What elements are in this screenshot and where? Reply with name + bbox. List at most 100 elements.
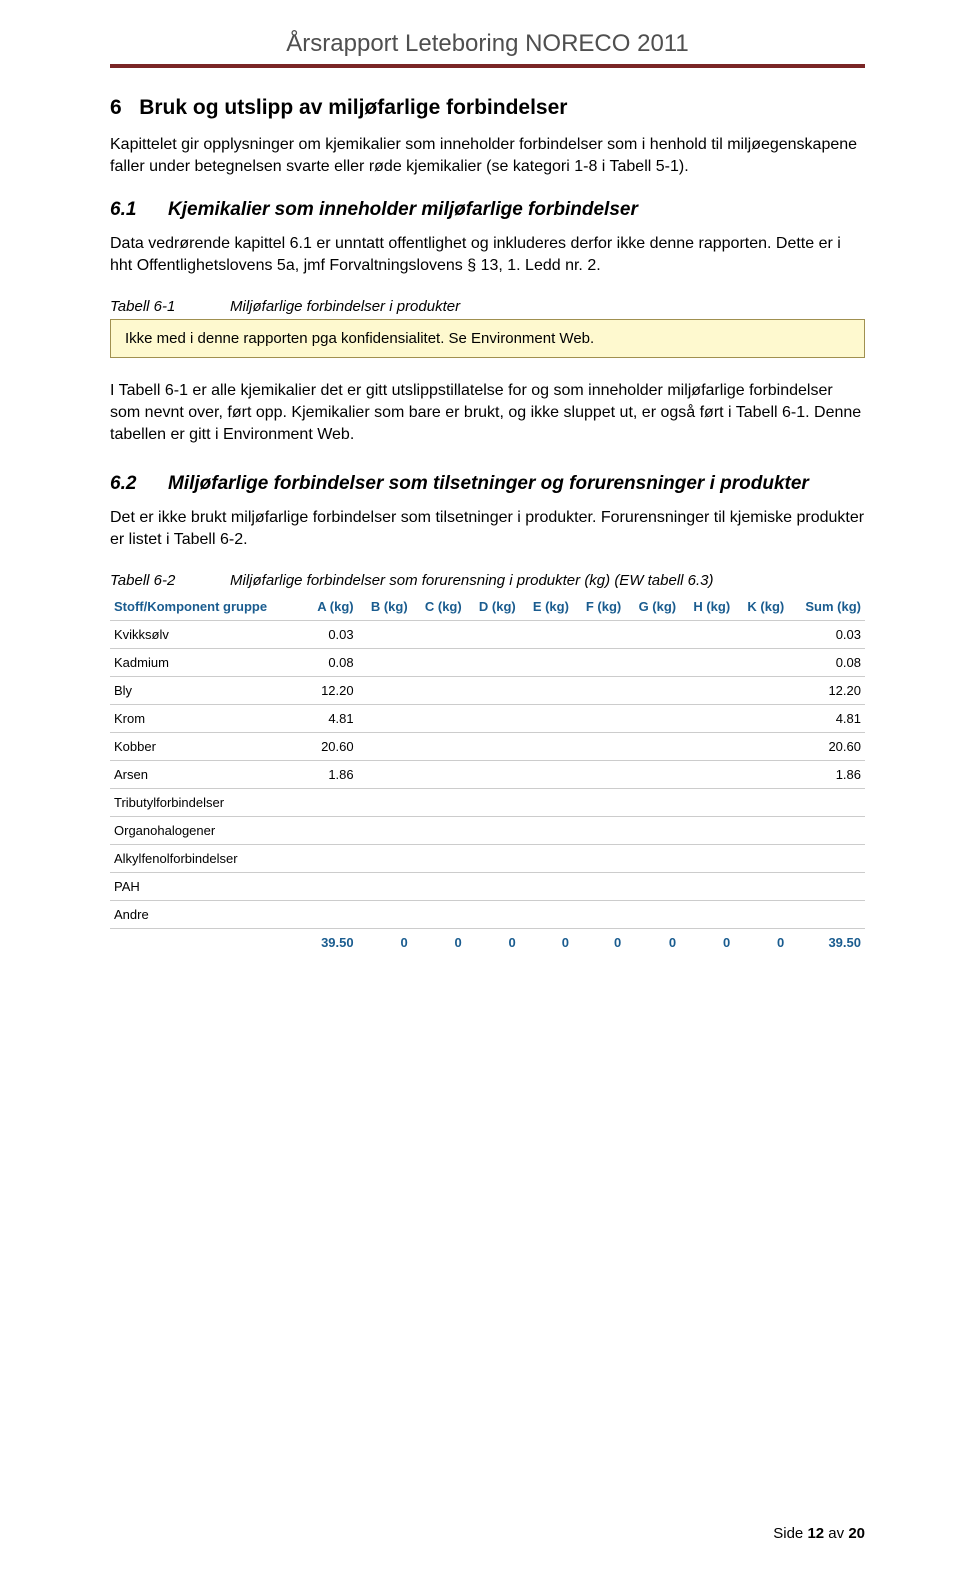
table-cell: [680, 845, 734, 873]
title-rule: [110, 64, 865, 68]
table-total-cell: 0: [466, 929, 520, 957]
table-cell: [520, 901, 573, 929]
table-cell: Tributylforbindelser: [110, 789, 304, 817]
footer-page: 12: [807, 1525, 824, 1542]
table-cell: [734, 733, 788, 761]
table-cell: [788, 845, 865, 873]
table-cell: [412, 873, 466, 901]
table-cell: [520, 789, 573, 817]
table-cell: 12.20: [304, 677, 357, 705]
table-cell: [520, 705, 573, 733]
table-cell: [412, 817, 466, 845]
table-6-1-key: Tabell 6-1: [110, 298, 230, 315]
table-cell: 12.20: [788, 677, 865, 705]
table-cell: [304, 901, 357, 929]
table-cell: [788, 901, 865, 929]
table-cell: [625, 677, 680, 705]
table-cell: [412, 789, 466, 817]
table-cell: 20.60: [304, 733, 357, 761]
table-row: Kobber20.6020.60: [110, 733, 865, 761]
table-cell: [358, 649, 412, 677]
table-total-cell: 0: [680, 929, 734, 957]
table-row: Kvikksølv0.030.03: [110, 621, 865, 649]
footer-total: 20: [848, 1525, 865, 1542]
table-cell: [412, 733, 466, 761]
footer-pre: Side: [773, 1525, 807, 1542]
section-6-1-num: 6.1: [110, 199, 168, 221]
table-cell: 20.60: [788, 733, 865, 761]
table-cell: [573, 845, 625, 873]
table-cell: [734, 761, 788, 789]
table-cell: [573, 621, 625, 649]
table-cell: [466, 649, 520, 677]
table-cell: [466, 761, 520, 789]
table-cell: [466, 873, 520, 901]
table-cell: [520, 621, 573, 649]
table-6-2-key: Tabell 6-2: [110, 572, 230, 589]
table-cell: [625, 845, 680, 873]
table-cell: [466, 733, 520, 761]
table-cell: [788, 817, 865, 845]
table-cell: Alkylfenolforbindelser: [110, 845, 304, 873]
table-cell: [734, 845, 788, 873]
table-col-header: Stoff/Komponent gruppe: [110, 593, 304, 621]
table-cell: [466, 705, 520, 733]
table-cell: [358, 733, 412, 761]
table-cell: [734, 789, 788, 817]
table-cell: [734, 621, 788, 649]
table-cell: [788, 789, 865, 817]
table-row: Organohalogener: [110, 817, 865, 845]
table-cell: [680, 733, 734, 761]
table-cell: [466, 901, 520, 929]
section-6-title: Bruk og utslipp av miljøfarlige forbinde…: [139, 96, 567, 119]
table-total-cell: 0: [412, 929, 466, 957]
table-cell: [680, 705, 734, 733]
table-cell: Kvikksølv: [110, 621, 304, 649]
table-cell: [573, 649, 625, 677]
table-cell: Kadmium: [110, 649, 304, 677]
table-cell: [520, 677, 573, 705]
table-cell: [734, 901, 788, 929]
table-6-2: Stoff/Komponent gruppeA (kg)B (kg)C (kg)…: [110, 593, 865, 956]
table-cell: [412, 621, 466, 649]
table-cell: [358, 621, 412, 649]
section-6-1-title: Kjemikalier som inneholder miljøfarlige …: [168, 199, 865, 221]
section-6-1-paragraph-1: Data vedrørende kapittel 6.1 er unntatt …: [110, 233, 865, 276]
table-cell: [304, 817, 357, 845]
table-cell: [412, 705, 466, 733]
table-cell: [573, 873, 625, 901]
table-cell: [358, 677, 412, 705]
table-cell: [304, 845, 357, 873]
table-cell: [734, 705, 788, 733]
table-cell: [358, 845, 412, 873]
table-total-cell: 0: [520, 929, 573, 957]
section-6-2-heading: 6.2 Miljøfarlige forbindelser som tilset…: [110, 473, 865, 495]
table-cell: [573, 677, 625, 705]
table-cell: [573, 761, 625, 789]
table-6-2-title: Miljøfarlige forbindelser som forurensni…: [230, 572, 714, 589]
table-cell: [466, 677, 520, 705]
table-cell: [625, 789, 680, 817]
table-col-header: A (kg): [304, 593, 357, 621]
table-cell: [520, 761, 573, 789]
table-row: Arsen1.861.86: [110, 761, 865, 789]
table-cell: Bly: [110, 677, 304, 705]
table-cell: [625, 817, 680, 845]
table-cell: 0.08: [788, 649, 865, 677]
table-cell: [788, 873, 865, 901]
section-6-2-num: 6.2: [110, 473, 168, 495]
table-cell: Organohalogener: [110, 817, 304, 845]
table-cell: Kobber: [110, 733, 304, 761]
table-total-cell: 0: [358, 929, 412, 957]
table-cell: [358, 817, 412, 845]
table-cell: [304, 789, 357, 817]
table-cell: [625, 705, 680, 733]
table-cell: [520, 649, 573, 677]
table-cell: [625, 649, 680, 677]
table-cell: [304, 873, 357, 901]
table-cell: 0.08: [304, 649, 357, 677]
table-cell: [520, 733, 573, 761]
table-total-cell: 0: [625, 929, 680, 957]
table-col-header: G (kg): [625, 593, 680, 621]
table-cell: [358, 789, 412, 817]
